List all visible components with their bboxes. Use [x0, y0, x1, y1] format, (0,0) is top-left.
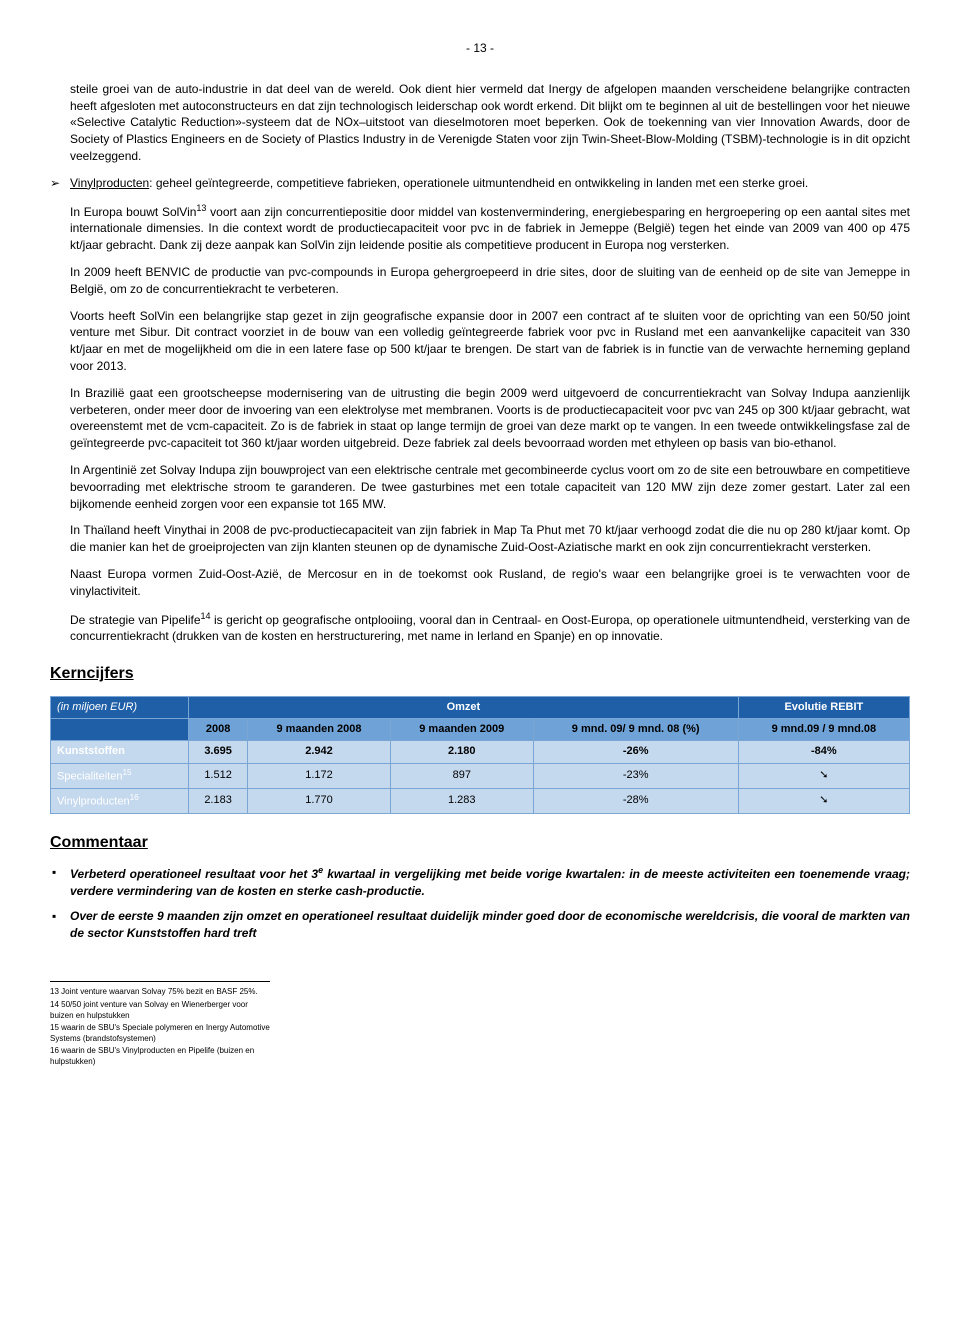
col-spacer [51, 718, 189, 740]
vinyl-p8a: De strategie van Pipelife [70, 613, 201, 627]
vinylprod-sup: 16 [130, 793, 139, 802]
col-omzet: Omzet [189, 696, 739, 718]
spec-label-text: Specialiteiten [57, 770, 122, 782]
footnotes: 13 Joint venture waarvan Solvay 75% bezi… [50, 981, 270, 1067]
vinyl-p8-sup: 14 [201, 611, 211, 621]
vinyl-p3: Voorts heeft SolVin een belangrijke stap… [70, 308, 910, 375]
vinyl-p2: In 2009 heeft BENVIC de productie van pv… [70, 264, 910, 298]
kunststoffen-c5: -84% [738, 741, 909, 763]
vinyl-p7: Naast Europa vormen Zuid-Oost-Azië, de M… [70, 566, 910, 600]
commentaar-heading: Commentaar [50, 832, 910, 854]
vinyl-c3: 1.283 [390, 788, 533, 813]
table-caption: (in miljoen EUR) [51, 696, 189, 718]
vinyl-heading-rest: : geheel geïntegreerde, competitieve fab… [149, 176, 808, 190]
commentaar-1a: Verbeterd operationeel resultaat voor he… [70, 867, 318, 881]
vinyl-c2: 1.770 [248, 788, 391, 813]
vinyl-p4: In Brazilië gaat een grootscheepse moder… [70, 385, 910, 452]
vinylprod-label-text: Vinylproducten [57, 795, 130, 807]
col-pct: 9 mnd. 09/ 9 mnd. 08 (%) [533, 718, 738, 740]
kerncijfers-table: (in miljoen EUR) Omzet Evolutie REBIT 20… [50, 696, 910, 814]
row-spec-label: Specialiteiten15 [51, 763, 189, 788]
kunststoffen-c3: 2.180 [390, 741, 533, 763]
vinyl-p6: In Thaïland heeft Vinythai in 2008 de pv… [70, 522, 910, 556]
commentaar-item-1: Verbeterd operationeel resultaat voor he… [50, 864, 910, 900]
vinyl-p1: In Europa bouwt SolVin13 voort aan zijn … [70, 202, 910, 254]
vinyl-heading: Vinylproducten [70, 176, 149, 190]
kerncijfers-heading: Kerncijfers [50, 663, 910, 685]
spec-c1: 1.512 [189, 763, 248, 788]
footnote-16: 16 waarin de SBU's Vinylproducten en Pip… [50, 1045, 270, 1067]
col-rebit: 9 mnd.09 / 9 mnd.08 [738, 718, 909, 740]
commentaar-list: Verbeterd operationeel resultaat voor he… [50, 864, 910, 941]
row-kunststoffen-label: Kunststoffen [51, 741, 189, 763]
vinyl-p5: In Argentinië zet Solvay Indupa zijn bou… [70, 462, 910, 512]
commentaar-item-2: Over de eerste 9 maanden zijn omzet en o… [50, 908, 910, 942]
intro-para: steile groei van de auto-industrie in da… [70, 81, 910, 165]
footnote-14: 14 50/50 joint venture van Solvay en Wie… [50, 999, 270, 1021]
kunststoffen-c4: -26% [533, 741, 738, 763]
vinyl-p8: De strategie van Pipelife14 is gericht o… [70, 610, 910, 646]
vinyl-c4: -28% [533, 788, 738, 813]
row-vinylprod-label: Vinylproducten16 [51, 788, 189, 813]
spec-c5: ➘ [738, 763, 909, 788]
vinyl-c5: ➘ [738, 788, 909, 813]
vinyl-bullet: Vinylproducten: geheel geïntegreerde, co… [50, 175, 910, 192]
spec-c3: 897 [390, 763, 533, 788]
col-9m2009: 9 maanden 2009 [390, 718, 533, 740]
col-rebit-header: Evolutie REBIT [738, 696, 909, 718]
kunststoffen-c2: 2.942 [248, 741, 391, 763]
vinyl-p1-sup: 13 [196, 203, 206, 213]
page-number: - 13 - [50, 40, 910, 57]
kunststoffen-c1: 3.695 [189, 741, 248, 763]
spec-sup: 15 [122, 768, 131, 777]
spec-c2: 1.172 [248, 763, 391, 788]
spec-c4: -23% [533, 763, 738, 788]
col-2008: 2008 [189, 718, 248, 740]
vinyl-p1a: In Europa bouwt SolVin [70, 205, 196, 219]
vinyl-c1: 2.183 [189, 788, 248, 813]
footnote-15: 15 waarin de SBU's Speciale polymeren en… [50, 1022, 270, 1044]
footnote-13: 13 Joint venture waarvan Solvay 75% bezi… [50, 986, 270, 997]
col-9m2008: 9 maanden 2008 [248, 718, 391, 740]
